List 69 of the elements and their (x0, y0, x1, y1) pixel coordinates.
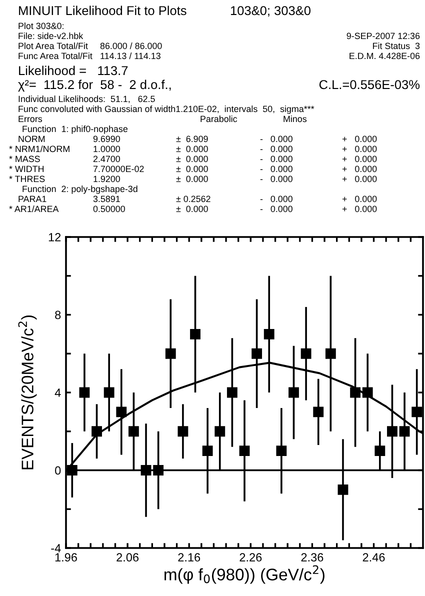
text: ± 0.000 (176, 146, 208, 152)
text: 9.6990 (93, 136, 120, 142)
text: ± 0.000 (176, 206, 208, 212)
text: Minos (284, 116, 307, 122)
text: Func convoluted with Gaussian of width1.210E-02, intervals 50, sigma*** (18, 106, 314, 114)
x-tick-label: 1.96 (55, 553, 77, 562)
text: + 0.000 (342, 136, 377, 142)
text: - 0.000 (260, 156, 292, 162)
text: ± 6.909 (176, 136, 208, 142)
x-tick-label: 2.06 (116, 553, 139, 562)
text: - 0.000 (260, 146, 292, 152)
x-axis-title: m(φ f$_{0}$(980)) (GeV/c$^{2}$) (164, 565, 324, 584)
text: PARA1 (18, 196, 46, 202)
x-tick-label: 2.46 (362, 553, 385, 562)
text: - 0.000 (260, 206, 292, 212)
text: * THRES (9, 176, 45, 182)
text: 1.9200 (94, 176, 120, 182)
text: NORM (18, 136, 45, 142)
text: + 0.000 (342, 176, 377, 182)
text: - 0.000 (260, 176, 292, 182)
text: 3.5891 (93, 196, 120, 202)
text: 86.000 / 86.000 (100, 42, 162, 50)
text: Func Area Total/Fit (18, 52, 92, 60)
text: * AR1/AREA (9, 206, 59, 212)
text: + 0.000 (342, 156, 377, 162)
text: Likelihood = 113.7 (19, 66, 128, 76)
text: E.D.M. 4.428E-06 (350, 52, 420, 60)
text: * WIDTH (9, 166, 44, 172)
text: Function 1: phif0-nophase (22, 126, 128, 134)
text: 114.13 / 114.13 (100, 52, 160, 60)
x-tick-label: 2.16 (178, 553, 200, 562)
text: - 0.000 (260, 166, 292, 172)
y-tick-label: 8 (55, 310, 61, 320)
text: Fit Status 3 (373, 42, 420, 50)
y-tick-label: -4 (51, 544, 61, 552)
text: 1.0000 (94, 146, 120, 152)
text: + 0.000 (342, 206, 377, 212)
text: ± 0.2562 (176, 196, 210, 202)
text: + 0.000 (342, 146, 377, 152)
text: File: side-v2.hbk (18, 32, 84, 40)
y-tick-label: 0 (55, 466, 61, 475)
text: χ²= 115.2 for 58 - 2 d.o.f., (18, 80, 171, 92)
text: * MASS (9, 156, 40, 162)
text: - 0.000 (260, 136, 292, 142)
text: Parabolic (200, 116, 238, 122)
y-axis-title: EVENTS/(20MeV/c$^{2}$) (18, 315, 37, 470)
text: + 0.000 (342, 166, 377, 172)
text: - 0.000 (260, 196, 292, 202)
text: Plot 303&0: (18, 22, 64, 30)
text: Function 2: poly-bgshape-3d (22, 186, 138, 194)
text: ± 0.000 (176, 156, 208, 162)
text: 2.4700 (93, 156, 120, 162)
x-tick-label: 2.26 (240, 553, 262, 562)
y-tick-label: 12 (48, 233, 61, 242)
text: 0.50000 (93, 206, 125, 212)
text: ± 0.000 (176, 176, 208, 182)
chart-subtitle: 103&0; 303&0 (230, 6, 310, 17)
text: Individual Likelihoods: 51.1, 62.5 (18, 96, 155, 104)
text: Plot Area Total/Fit (18, 42, 88, 50)
x-tick-label: 2.36 (301, 553, 324, 562)
text: C.L.=0.556E-03% (319, 80, 420, 90)
text: Errors (18, 116, 42, 122)
chart-title: MINUIT Likelihood Fit to Plots (19, 6, 186, 16)
text: + 0.000 (342, 196, 377, 202)
text: 7.70000E-02 (93, 166, 144, 172)
y-tick-label: 4 (54, 388, 61, 397)
text: 9-SEP-2007 12:36 (346, 32, 420, 40)
text: * NRM1/NORM (9, 146, 70, 152)
text: ± 0.000 (176, 166, 208, 172)
